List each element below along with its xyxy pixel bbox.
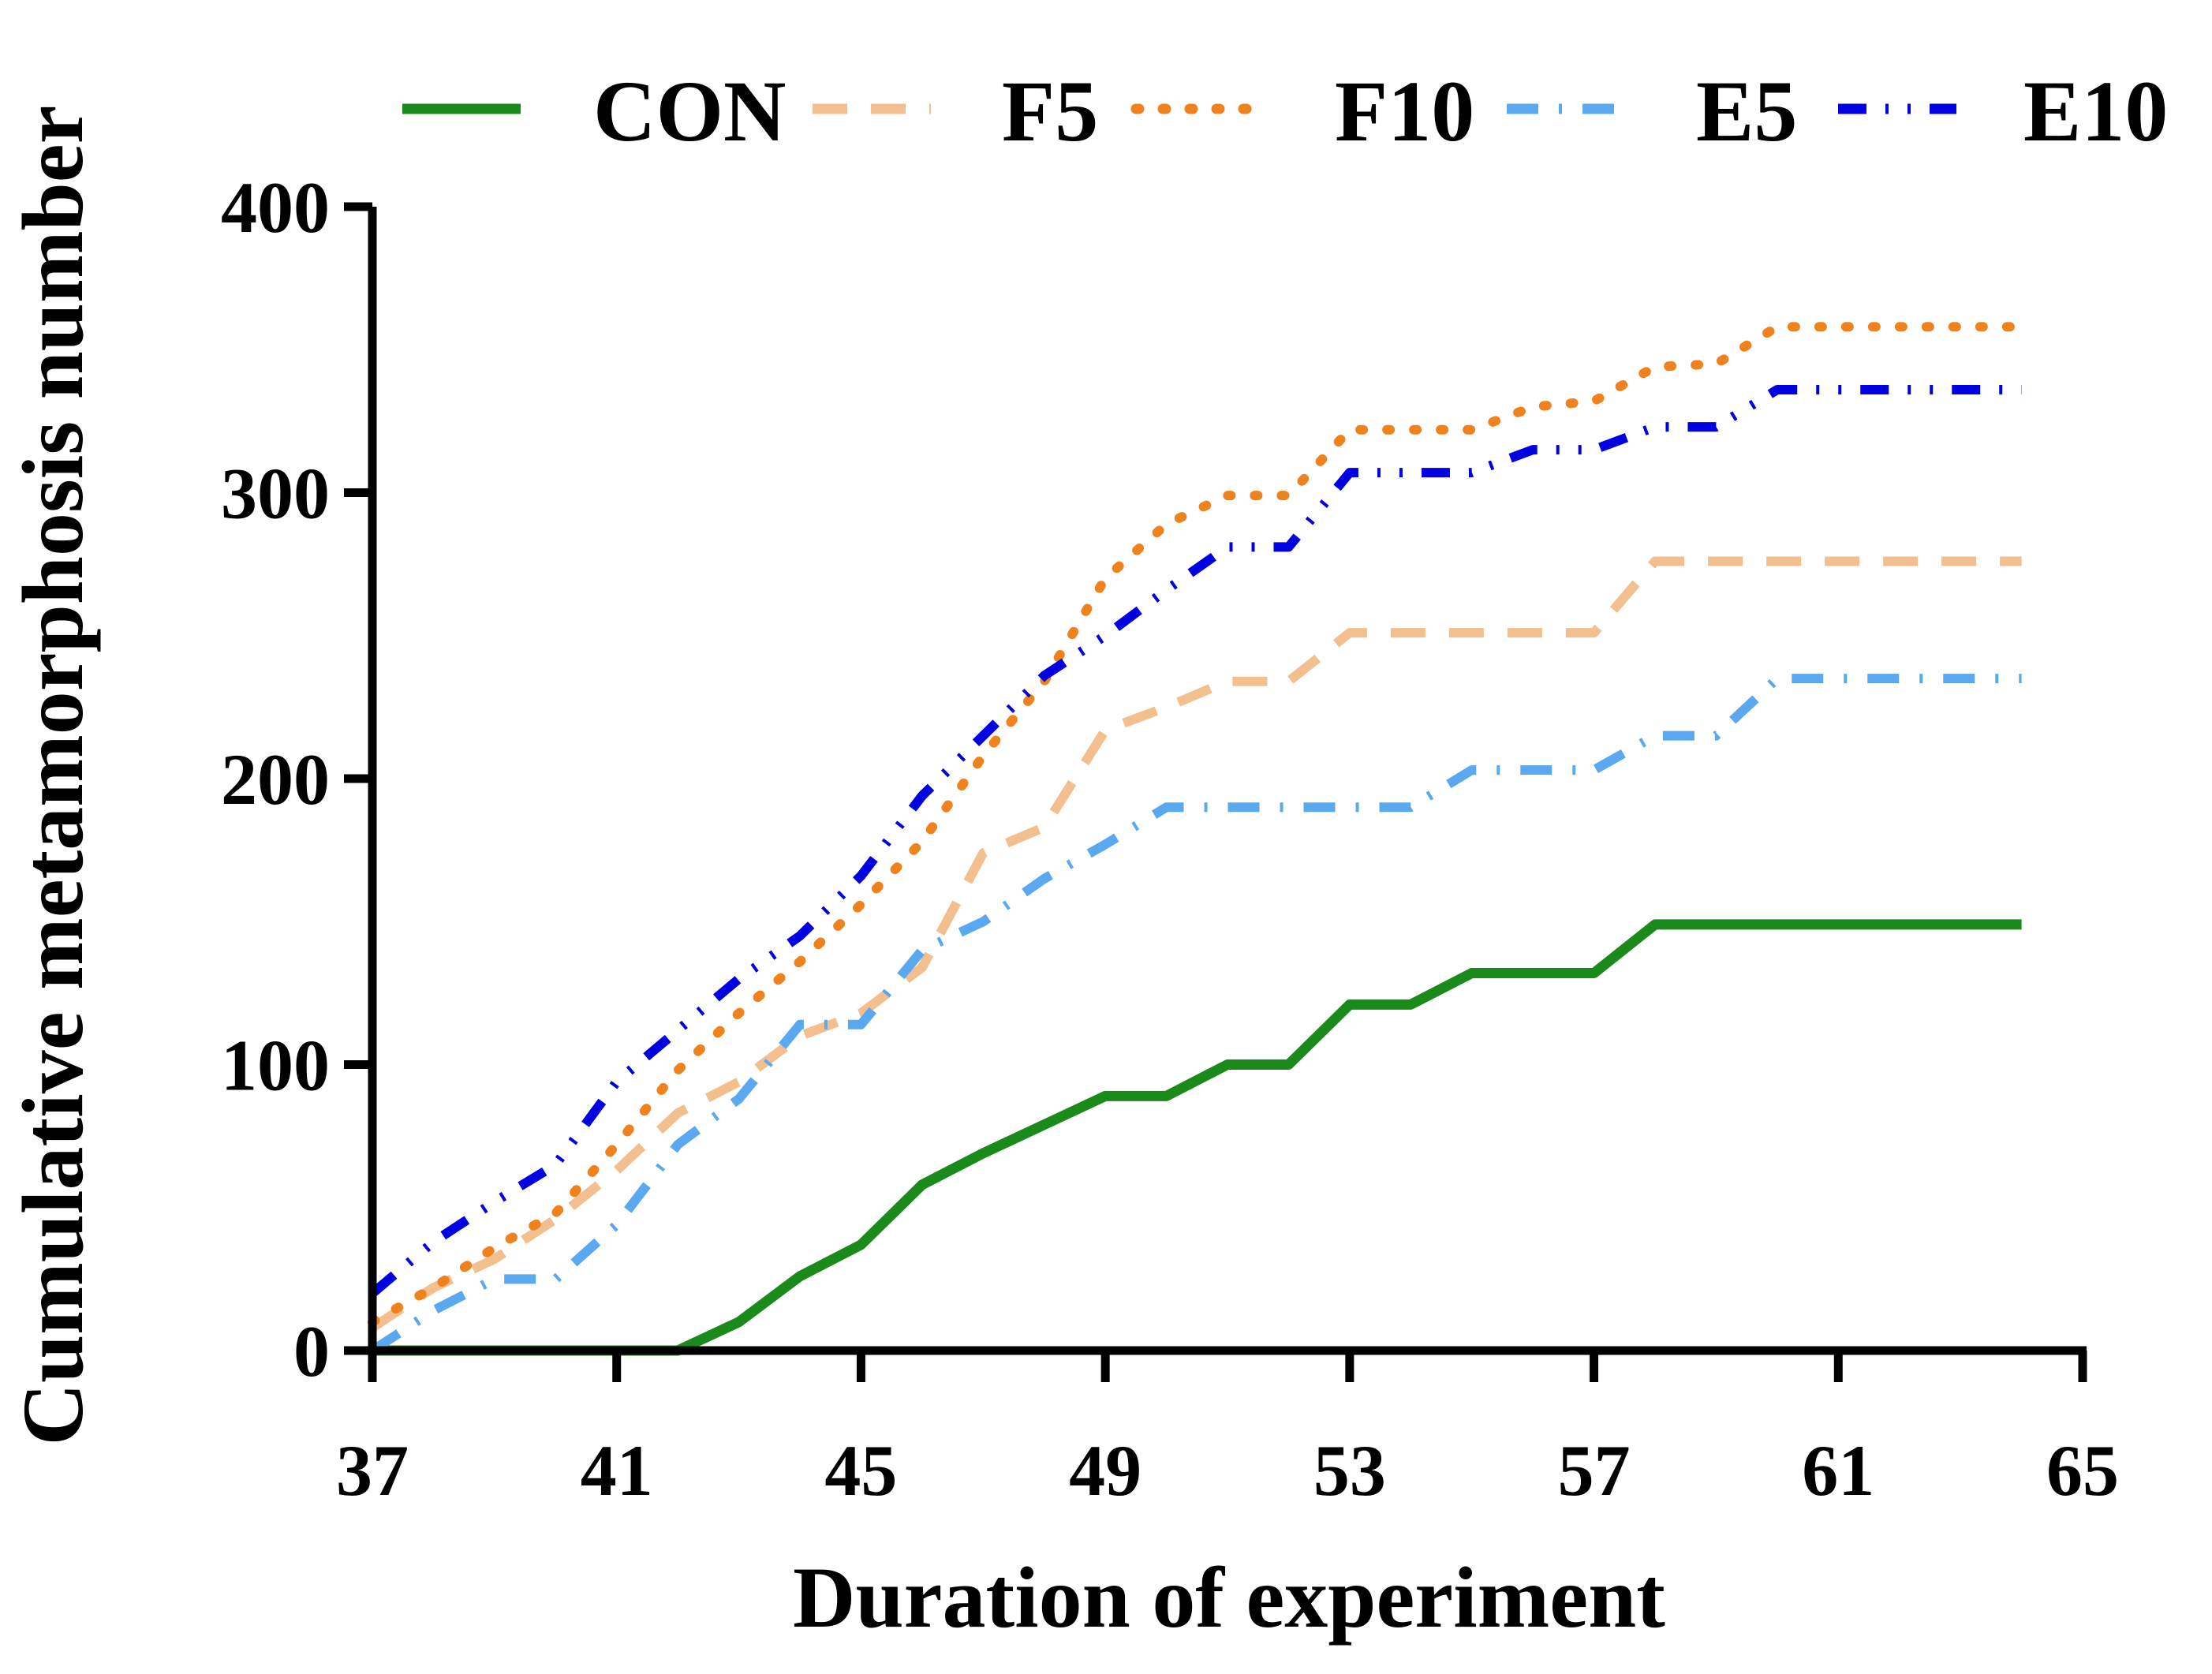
series-line-con — [372, 919, 2022, 1356]
series-line-f10 — [368, 322, 2027, 1327]
x-tick-label: 45 — [824, 1430, 897, 1511]
x-tick-label: 37 — [336, 1430, 409, 1511]
y-tick-label: 200 — [221, 739, 330, 820]
legend-label-e10: E10 — [2023, 63, 2168, 159]
y-tick-label: 400 — [221, 167, 330, 248]
series-group — [368, 322, 2027, 1356]
x-tick-label: 41 — [581, 1430, 653, 1511]
x-axis-title: Duration of experiment — [793, 1549, 1665, 1646]
tick-group: 0 100 200 300 400 37 41 45 49 53 57 61 65 — [221, 167, 2119, 1511]
axes-group — [368, 207, 2087, 1355]
y-tick-label: 100 — [221, 1026, 330, 1106]
legend-label-e5: E5 — [1696, 63, 1797, 159]
x-tick-label: 65 — [2046, 1430, 2119, 1511]
y-tick-label: 0 — [293, 1311, 330, 1392]
legend-label-con: CON — [593, 63, 786, 159]
legend-label-f10: F10 — [1335, 63, 1474, 159]
y-axis-title: Cumulative metamorphosis number — [5, 106, 101, 1446]
legend-label-f5: F5 — [1002, 63, 1098, 159]
x-tick-label: 49 — [1069, 1430, 1141, 1511]
y-tick-label: 300 — [221, 454, 330, 534]
x-tick-label: 53 — [1313, 1430, 1386, 1511]
series-line-f5 — [369, 556, 2022, 1332]
legend: CON F5 F10 E5 E10 — [402, 63, 2168, 159]
series-line-e10 — [369, 385, 2022, 1298]
x-tick-label: 61 — [1802, 1430, 1874, 1511]
series-line-e5 — [369, 674, 2022, 1355]
x-tick-label: 57 — [1558, 1430, 1631, 1511]
